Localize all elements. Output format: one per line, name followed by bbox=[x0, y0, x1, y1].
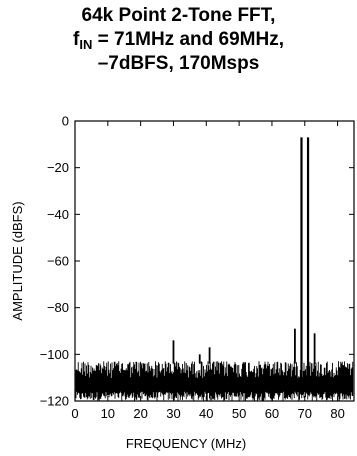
y-tick-label: −40 bbox=[47, 207, 69, 222]
plot-frame bbox=[74, 120, 355, 402]
x-tick-label: 60 bbox=[265, 406, 279, 421]
data-layer bbox=[75, 137, 354, 401]
ticks-layer: 0 10 20 30 40 50 60 70 80 0 −20 −40 −60 −80 −100 −120 bbox=[40, 114, 354, 421]
chart-title-line-3: –7dBFS, 170Msps bbox=[97, 53, 260, 74]
x-tick-label: 70 bbox=[298, 406, 312, 421]
y-tick-label: 0 bbox=[62, 114, 69, 129]
y-tick-label: −80 bbox=[47, 300, 69, 315]
noise-floor bbox=[75, 361, 354, 401]
y-tick-label: −120 bbox=[40, 394, 69, 409]
y-tick-label: −60 bbox=[47, 254, 69, 269]
chart-title-line-2: fIN = 71MHz and 69MHz, bbox=[0, 28, 357, 52]
title-freq-text: = 71MHz and 69MHz, bbox=[92, 29, 284, 50]
title-f: f bbox=[73, 29, 80, 50]
x-tick-label: 20 bbox=[133, 406, 147, 421]
chart-title-line-1: 64k Point 2-Tone FFT, bbox=[81, 5, 276, 26]
x-axis-label: FREQUENCY (MHz) bbox=[126, 436, 246, 451]
y-tick-label: −20 bbox=[47, 160, 69, 175]
x-tick-label: 50 bbox=[232, 406, 246, 421]
title-subscript-in: IN bbox=[79, 37, 93, 52]
x-tick-label: 10 bbox=[101, 406, 115, 421]
axes-layer bbox=[74, 120, 355, 402]
y-axis-label: AMPLITUDE (dBFS) bbox=[10, 201, 25, 320]
x-tick-label: 30 bbox=[166, 406, 180, 421]
x-tick-label: 0 bbox=[71, 406, 78, 421]
x-tick-label: 40 bbox=[199, 406, 213, 421]
x-tick-label: 80 bbox=[330, 406, 344, 421]
chart-title: 64k Point 2-Tone FFT, fIN = 71MHz and 69… bbox=[0, 4, 357, 76]
y-tick-label: −100 bbox=[40, 347, 69, 362]
